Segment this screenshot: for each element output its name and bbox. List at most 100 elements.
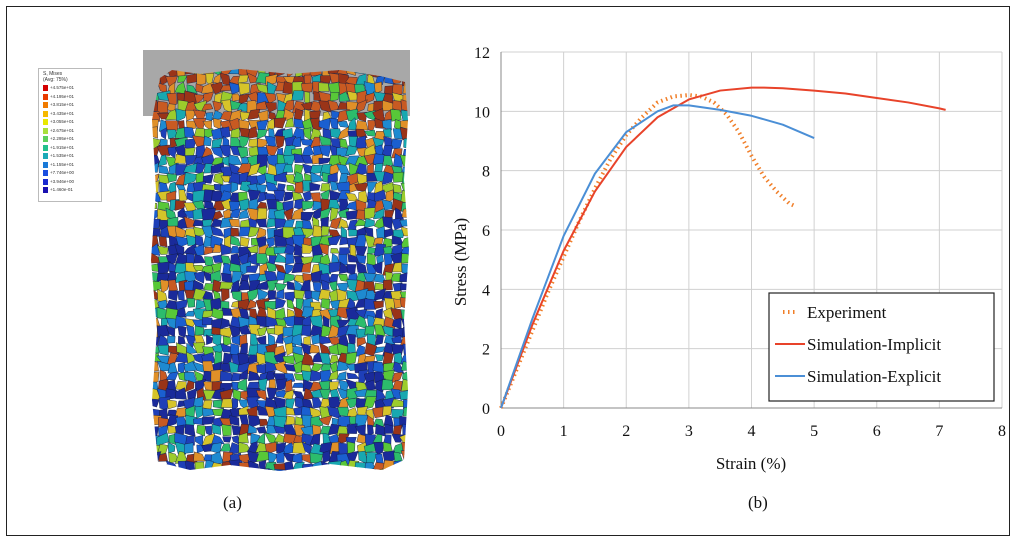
mesh-element: [160, 225, 170, 238]
mesh-element: [186, 84, 198, 94]
mesh-element: [372, 261, 383, 275]
mesh-element: [274, 433, 285, 443]
mesh-element: [219, 281, 234, 290]
mesh-element: [246, 299, 257, 310]
mesh-element: [166, 352, 178, 365]
legend-label-experiment: Experiment: [807, 303, 887, 322]
mesh-element: [239, 342, 248, 357]
mesh-element: [239, 135, 250, 150]
mesh-element: [156, 144, 170, 156]
mesh-element: [196, 424, 206, 437]
mesh-element: [196, 72, 207, 86]
mesh-element: [257, 405, 269, 416]
caption-b: (b): [748, 493, 768, 512]
mesh-element: [201, 103, 214, 111]
mesh-element: [336, 282, 350, 292]
mesh-element: [237, 146, 249, 159]
mesh-element: [382, 405, 392, 417]
x-tick-label: 4: [748, 423, 756, 440]
mesh-element: [319, 335, 332, 345]
mesh-element: [336, 126, 349, 141]
mesh-element: [301, 441, 313, 455]
mesh-element: [267, 290, 276, 301]
mesh-element: [238, 405, 249, 416]
mesh-element: [354, 155, 369, 167]
mesh-element: [174, 153, 187, 164]
mesh-element: [395, 207, 404, 221]
mesh-element: [230, 181, 239, 194]
contour-legend-row: +1.155e+01: [43, 161, 99, 168]
mesh-element: [202, 416, 216, 425]
mesh-element: [295, 298, 304, 312]
mesh-element: [174, 441, 187, 455]
mesh-element: [264, 135, 276, 147]
mesh-element: [273, 425, 287, 434]
mesh-element: [273, 189, 286, 202]
contour-legend-row: +3.815e+01: [43, 102, 99, 108]
mesh-element: [151, 110, 161, 122]
mesh-element: [247, 441, 259, 454]
contour-legend-value: +7.746e+00: [50, 170, 75, 175]
mesh-element: [327, 235, 342, 246]
chart-legend: Experiment Simulation-Implicit Simulation-…: [768, 292, 995, 402]
contour-legend-row: +1.915e+01: [43, 144, 99, 151]
mesh-element: [266, 387, 278, 401]
mesh-element: [238, 93, 250, 105]
mesh-element: [364, 234, 377, 248]
mesh-element: [221, 288, 230, 303]
mesh-element: [247, 244, 259, 254]
contour-legend-swatch: [43, 161, 48, 168]
axes: [500, 52, 1002, 409]
mesh-element: [400, 245, 409, 258]
mesh-element: [177, 75, 188, 83]
mesh-element: [192, 342, 205, 354]
mesh-element: [275, 333, 284, 344]
y-axis-label: Stress (MPa): [451, 218, 470, 306]
mesh-element: [336, 163, 351, 176]
mesh-element: [309, 182, 321, 192]
mesh-element: [383, 279, 393, 291]
mesh-element: [382, 119, 392, 131]
mesh-element: [264, 102, 277, 113]
mesh-element: [157, 261, 171, 275]
mesh-element: [192, 396, 204, 409]
mesh-element: [165, 76, 178, 87]
mesh-element: [318, 415, 333, 426]
mesh-element: [193, 451, 206, 462]
mesh-element: [320, 189, 330, 200]
contour-legend-swatch: [43, 102, 48, 108]
mesh-element: [222, 436, 232, 443]
mesh-element: [228, 82, 240, 95]
mesh-element: [364, 290, 378, 301]
mesh-element: [301, 243, 315, 254]
mesh-element: [247, 162, 261, 177]
mesh-element: [221, 424, 232, 437]
y-tick-label: 4: [482, 282, 490, 299]
mesh-element: [205, 112, 214, 121]
mesh-element: [294, 243, 303, 257]
mesh-element: [177, 326, 187, 338]
x-tick-label: 3: [685, 423, 693, 440]
contour-legend-value: +1.915e+01: [50, 144, 75, 150]
mesh-element: [300, 211, 315, 221]
mesh-element: [355, 209, 366, 220]
mesh-element: [392, 183, 402, 193]
mesh-element: [284, 117, 295, 128]
mesh-element: [202, 346, 214, 355]
mesh-element: [283, 363, 297, 372]
contour-legend-value: +3.055e+01: [50, 119, 75, 124]
mesh-element: [337, 433, 350, 445]
mesh-element: [327, 324, 341, 339]
mesh-element: [230, 279, 241, 293]
mesh-element: [275, 450, 285, 463]
mesh-element: [247, 226, 260, 238]
contour-legend-swatch: [43, 127, 48, 134]
mesh-element: [203, 135, 212, 147]
mesh-element: [276, 289, 285, 299]
mesh-element: [228, 218, 240, 228]
mesh-element: [178, 335, 186, 345]
mesh-element: [166, 335, 176, 344]
caption-a: (a): [223, 493, 242, 512]
mesh-element: [240, 236, 250, 248]
